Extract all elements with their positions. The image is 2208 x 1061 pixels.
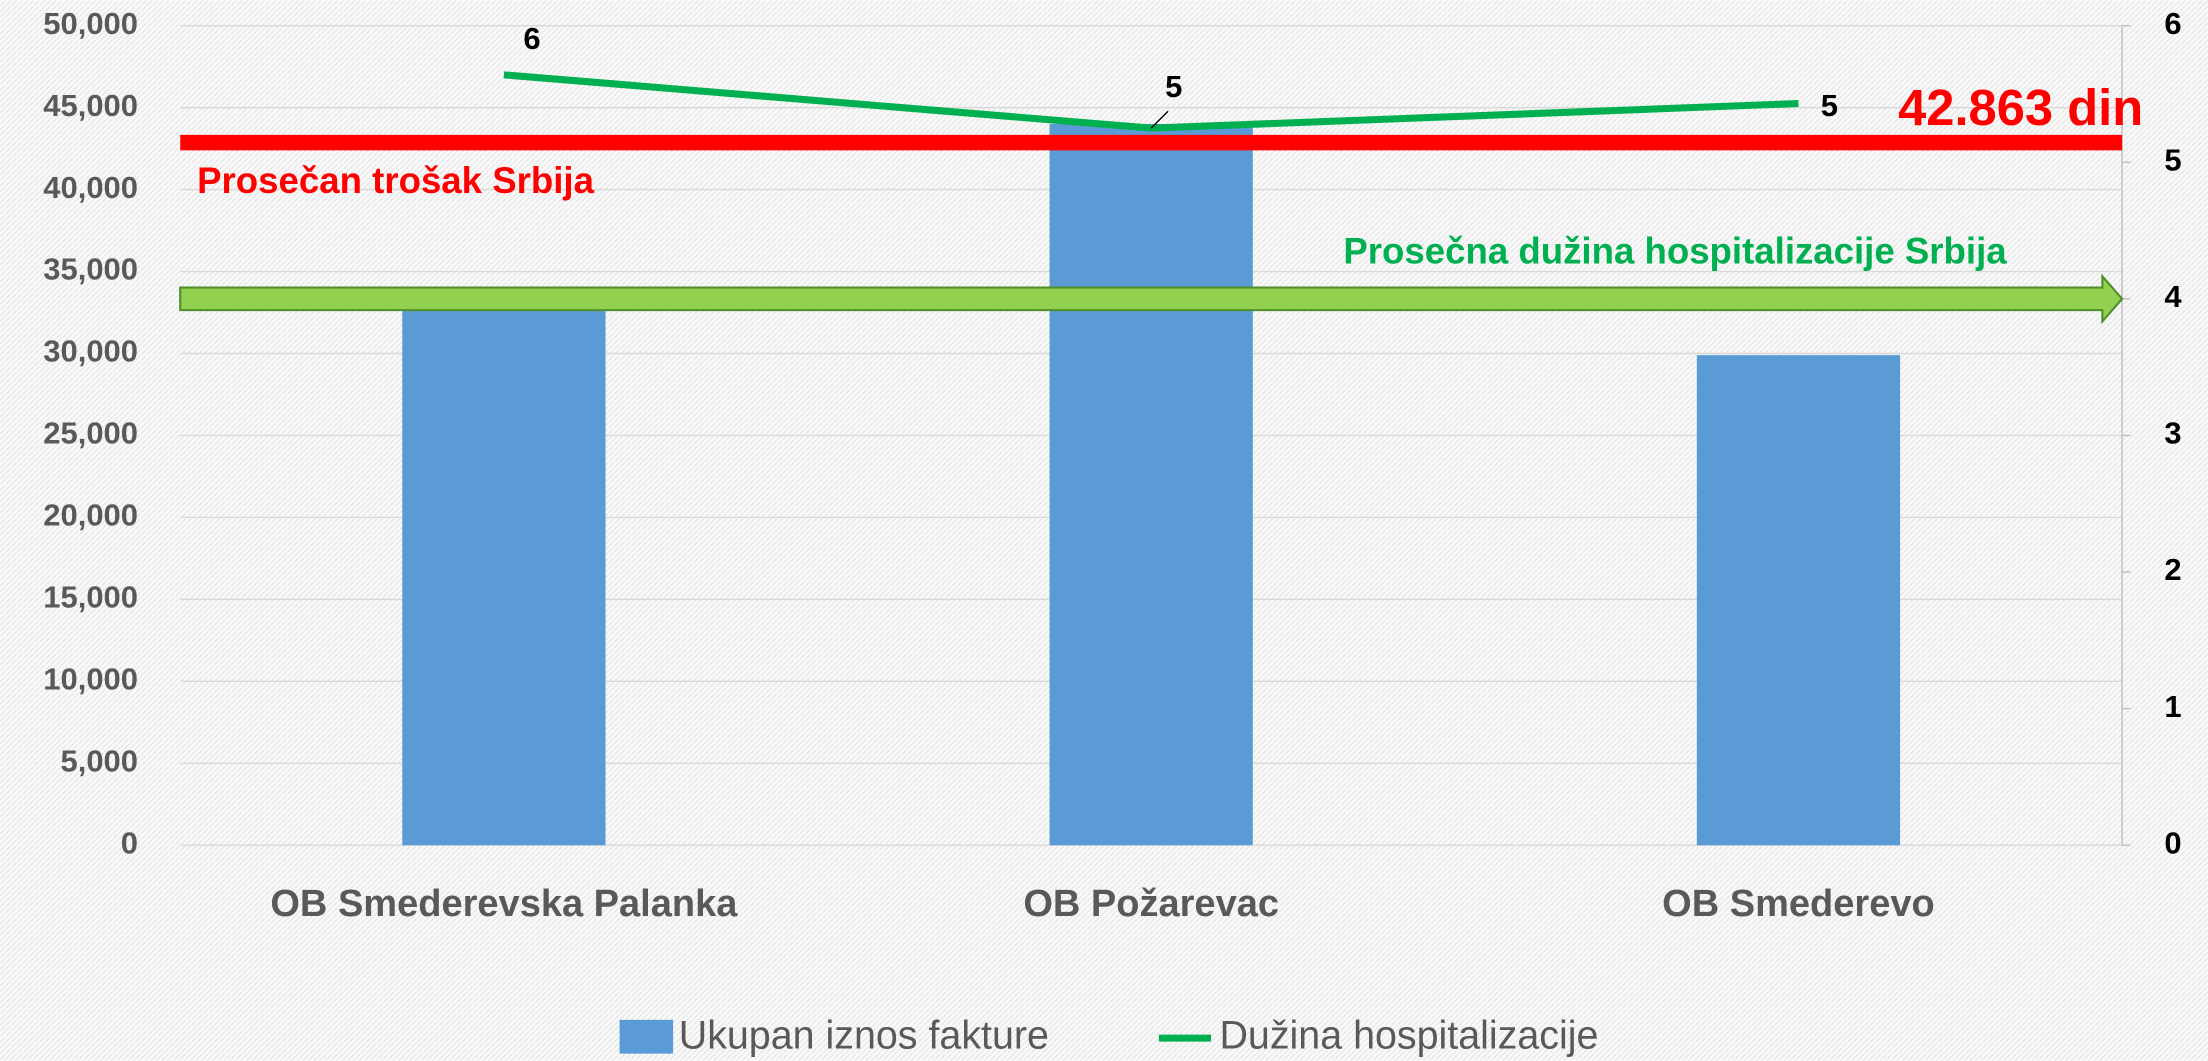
y-tick-label: 0	[121, 825, 138, 860]
y-tick-label: 45,000	[43, 88, 138, 123]
y2-tick-label: 0	[2164, 825, 2181, 860]
y-tick-label: 25,000	[43, 416, 138, 451]
y2-tick-label: 3	[2164, 416, 2181, 451]
y2-tick-label: 2	[2164, 552, 2181, 587]
bar	[1696, 355, 1901, 846]
leader-line	[1150, 110, 1169, 129]
reference-arrow	[179, 273, 2124, 325]
x-tick-label: OB Smederevo	[1662, 883, 1935, 925]
y-tick-label: 40,000	[43, 170, 138, 205]
y-tick-label: 20,000	[43, 498, 138, 533]
y-tick-label: 35,000	[43, 252, 138, 287]
legend-label: Dužina hospitalizacije	[1219, 1014, 1598, 1058]
y2-tick-label: 6	[2164, 6, 2181, 41]
data-label: 5	[1821, 88, 1838, 123]
bar	[402, 305, 606, 846]
legend-label: Ukupan iznos fakture	[679, 1014, 1049, 1058]
y2-tick-label: 4	[2164, 279, 2182, 314]
y-tick-label: 10,000	[43, 662, 138, 697]
bar	[1049, 124, 1253, 846]
x-tick-label: OB Požarevac	[1023, 883, 1279, 925]
y-tick-label: 30,000	[43, 334, 138, 369]
legend-swatch	[619, 1019, 674, 1054]
y2-tick-label: 5	[2164, 142, 2181, 177]
y-tick-label: 50,000	[43, 6, 138, 41]
y-tick-label: 5,000	[60, 743, 137, 778]
y-tick-label: 15,000	[43, 580, 138, 615]
reference-label: Prosečan trošak Srbija	[197, 160, 594, 201]
x-tick-label: OB Smederevska Palanka	[270, 883, 738, 925]
y2-tick-label: 1	[2164, 689, 2181, 724]
reference-label: Prosečna dužina hospitalizacije Srbija	[1343, 230, 2007, 271]
data-label: 5	[1165, 69, 1182, 104]
data-label: 6	[523, 21, 540, 56]
reference-value-label: 42.863 din	[1898, 79, 2143, 136]
